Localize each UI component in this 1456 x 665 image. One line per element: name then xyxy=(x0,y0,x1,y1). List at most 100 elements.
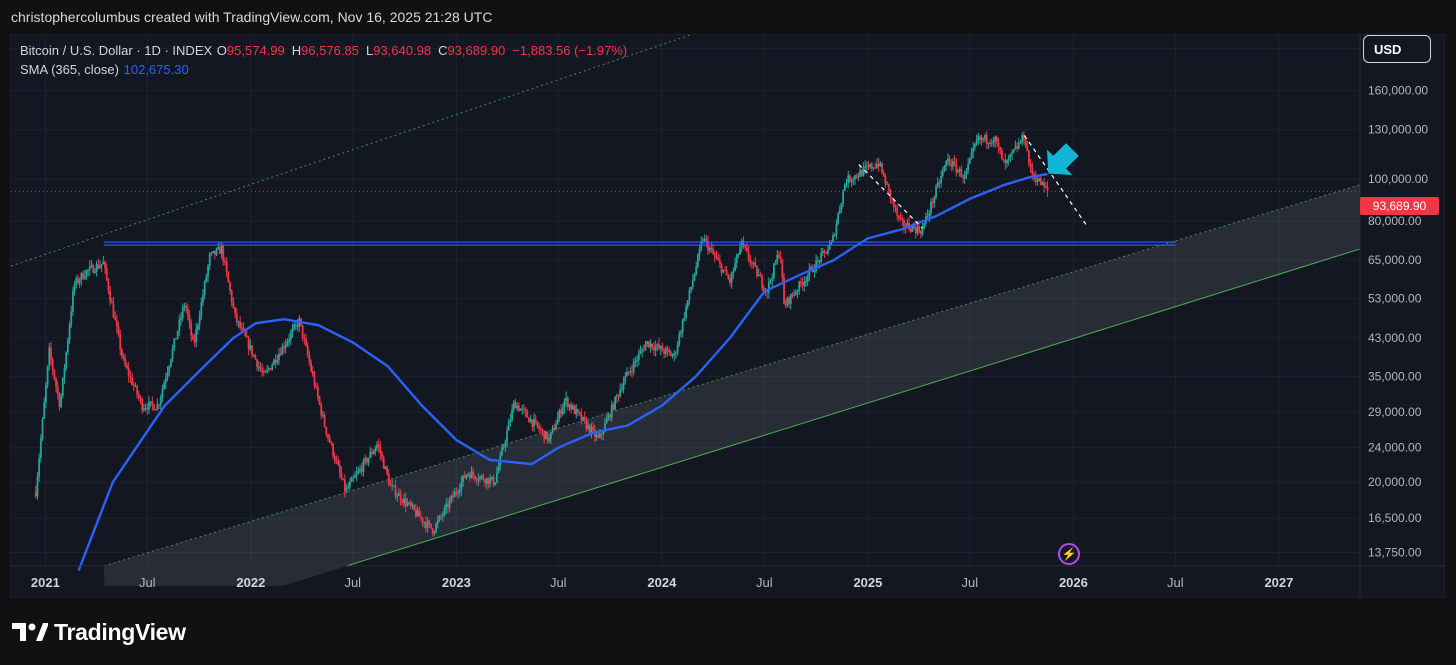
candle-body xyxy=(963,174,966,179)
candle-body xyxy=(524,409,527,412)
candle-body xyxy=(506,430,508,443)
x-tick-label: Jul xyxy=(756,575,773,590)
candle-body xyxy=(521,408,524,410)
x-tick-label: Jul xyxy=(344,575,361,590)
candle-body xyxy=(683,318,686,320)
candle-body xyxy=(566,397,569,408)
candle-body xyxy=(1026,145,1029,151)
candle-body xyxy=(970,152,973,159)
candle-body xyxy=(973,143,976,148)
candle-body xyxy=(235,313,238,322)
cyan-arrow-icon xyxy=(1046,143,1079,175)
candle-body xyxy=(514,402,517,409)
candle-body xyxy=(433,531,436,534)
candle-body xyxy=(805,280,807,282)
candle-body xyxy=(320,403,323,416)
candle-body xyxy=(259,366,262,370)
candle-body xyxy=(463,475,466,478)
candle-body xyxy=(207,265,209,277)
candle-body xyxy=(565,397,568,401)
candle-body xyxy=(720,263,723,273)
candle-body xyxy=(573,405,576,415)
candle-body xyxy=(50,347,52,360)
candle-body xyxy=(849,175,851,182)
candle-body xyxy=(409,502,412,506)
candle-body xyxy=(879,163,882,166)
candle-body xyxy=(227,271,230,283)
candle-body xyxy=(376,444,378,449)
candle-body xyxy=(735,254,738,264)
candle-body xyxy=(163,382,166,390)
candle-body xyxy=(335,460,338,462)
candle-body xyxy=(396,495,399,497)
candle-body xyxy=(622,382,625,390)
candle-body xyxy=(475,478,478,481)
trend-line xyxy=(1023,135,1088,227)
currency-button[interactable]: USD xyxy=(1363,35,1431,63)
candle-body xyxy=(599,433,601,438)
candle-body xyxy=(169,359,172,367)
lightning-icon[interactable]: ⚡ xyxy=(1058,543,1080,565)
candle-body xyxy=(343,479,346,492)
candle-body xyxy=(482,475,485,481)
candle-body xyxy=(891,198,894,200)
candle-body xyxy=(656,344,659,347)
candle-body xyxy=(727,275,730,279)
candle-body xyxy=(357,470,360,473)
price-chart[interactable]: 200,000.00160,000.00130,000.00100,000.00… xyxy=(11,35,1445,598)
candle-body xyxy=(222,245,225,261)
candle-body xyxy=(561,407,564,415)
candle-body xyxy=(294,324,297,326)
candle-body xyxy=(391,485,394,487)
candle-body xyxy=(43,402,46,419)
candle-body xyxy=(349,482,351,488)
candle-body xyxy=(73,284,76,292)
candle-body xyxy=(484,480,486,484)
candle-body xyxy=(262,372,265,374)
candle-body xyxy=(766,291,769,293)
candle-body xyxy=(698,248,701,255)
candle-body xyxy=(494,482,497,485)
symbol-name[interactable]: Bitcoin / U.S. Dollar · 1D · INDEX xyxy=(20,43,213,58)
candle-body xyxy=(370,452,373,455)
candle-body xyxy=(408,502,410,504)
candle-body xyxy=(131,376,133,385)
candle-body xyxy=(531,419,534,427)
candle-body xyxy=(555,424,557,430)
candle-body xyxy=(519,408,522,411)
chart-frame[interactable]: 200,000.00160,000.00130,000.00100,000.00… xyxy=(10,34,1445,598)
candle-body xyxy=(938,182,941,184)
candle-body xyxy=(639,350,642,354)
candle-body xyxy=(462,475,465,482)
candle-body xyxy=(703,238,706,241)
candle-body xyxy=(512,402,515,410)
candle-body xyxy=(183,305,186,308)
candle-body xyxy=(906,222,909,228)
legend-symbol-row: Bitcoin / U.S. Dollar · 1D · INDEX O95,5… xyxy=(20,41,634,60)
candle-body xyxy=(676,344,679,353)
candle-body xyxy=(881,163,883,173)
candle-body xyxy=(926,215,929,217)
candle-body xyxy=(134,385,137,387)
candle-body xyxy=(431,528,434,534)
candle-body xyxy=(708,248,711,251)
candle-body xyxy=(501,448,503,456)
candle-body xyxy=(835,223,838,235)
candle-body xyxy=(327,434,329,438)
candle-body xyxy=(761,276,763,288)
sma-label[interactable]: SMA (365, close) xyxy=(20,62,119,77)
candle-body xyxy=(850,180,853,182)
candle-body xyxy=(666,348,669,351)
y-tick-label: 13,750.00 xyxy=(1368,546,1422,560)
candle-body xyxy=(367,457,370,463)
candle-body xyxy=(315,386,318,388)
candle-body xyxy=(732,270,735,273)
candle-body xyxy=(612,404,615,410)
candle-body xyxy=(278,353,280,360)
candle-body xyxy=(615,395,618,397)
candle-body xyxy=(450,495,453,501)
candle-body xyxy=(722,269,725,273)
candle-body xyxy=(217,247,220,249)
candle-body xyxy=(960,169,963,178)
candle-body xyxy=(803,281,806,286)
